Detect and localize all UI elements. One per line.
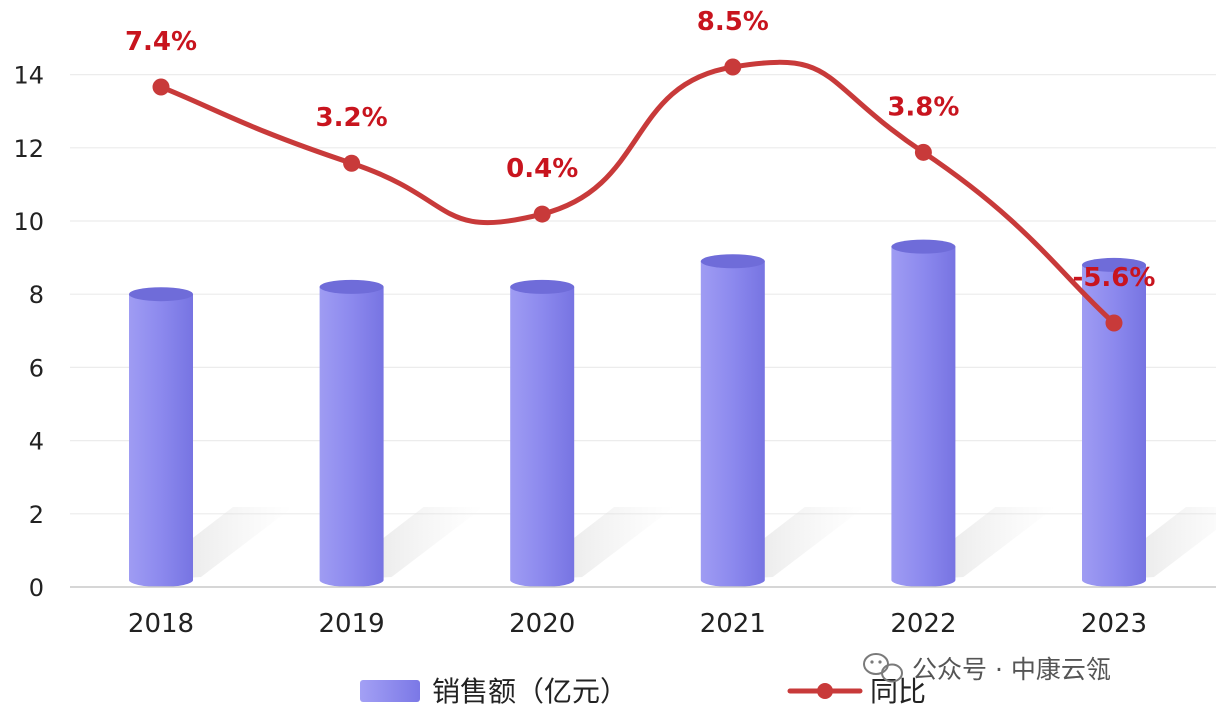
bar-cap <box>700 254 765 269</box>
y-tick-label: 10 <box>13 208 44 236</box>
y-tick-label: 14 <box>13 62 44 90</box>
legend-item-yoy: 同比 <box>787 675 926 708</box>
yoy-point <box>343 154 361 172</box>
yoy-point <box>1105 314 1123 332</box>
data-labels: 7.4% 3.2% 0.4% 8.5% 3.8% -5.6% <box>125 7 1156 293</box>
bar <box>319 286 384 587</box>
y-tick-label: 0 <box>29 574 44 602</box>
bar-cap <box>319 279 384 294</box>
bar <box>700 261 765 587</box>
legend-bar-swatch <box>360 680 420 702</box>
yoy-data-label: 8.5% <box>697 7 769 37</box>
watermark-text: 公众号 · 中康云瓴 <box>912 655 1111 684</box>
yoy-point <box>533 205 551 223</box>
watermark: 公众号 · 中康云瓴 <box>863 653 1111 684</box>
x-tick-label: 2023 <box>1081 609 1147 639</box>
bar-cap <box>1082 257 1146 272</box>
legend: 销售额（亿元） 同比 <box>360 675 926 708</box>
x-tick-label: 2022 <box>890 609 956 639</box>
y-axis-ticks: 0 2 4 6 8 10 12 14 <box>13 62 44 602</box>
yoy-data-label: 0.4% <box>506 154 578 184</box>
yoy-point <box>724 58 742 76</box>
bar-shadows <box>137 507 1216 581</box>
bar <box>891 246 956 587</box>
yoy-point <box>914 143 932 161</box>
yoy-line <box>152 58 1123 332</box>
yoy-data-label: 3.8% <box>887 92 959 122</box>
x-axis-ticks: 2018 2019 2020 2021 2022 2023 <box>128 609 1147 639</box>
x-tick-label: 2019 <box>319 609 385 639</box>
y-tick-label: 12 <box>13 135 44 163</box>
yoy-line-path <box>158 59 1117 326</box>
y-tick-label: 4 <box>29 428 44 456</box>
bar <box>129 294 193 587</box>
bar <box>1082 264 1146 587</box>
legend-label-sales: 销售额（亿元） <box>432 675 628 708</box>
y-tick-label: 2 <box>29 501 44 529</box>
x-tick-label: 2018 <box>128 609 194 639</box>
y-tick-label: 6 <box>29 354 44 382</box>
gridlines <box>70 73 1216 515</box>
bars <box>129 239 1146 587</box>
bar-cap <box>510 279 575 294</box>
x-tick-label: 2020 <box>509 609 575 639</box>
yoy-data-label: 7.4% <box>125 27 197 57</box>
legend-line-marker <box>817 683 833 699</box>
bar-cap <box>891 239 956 254</box>
wechat-icon <box>863 653 903 683</box>
yoy-data-label: -5.6% <box>1073 263 1156 293</box>
x-tick-label: 2021 <box>700 609 766 639</box>
yoy-point <box>152 78 170 96</box>
bar-cap <box>129 287 193 302</box>
legend-item-sales: 销售额（亿元） <box>360 675 628 708</box>
y-tick-label: 8 <box>29 281 44 309</box>
bar <box>510 286 575 587</box>
yoy-data-label: 3.2% <box>316 103 388 133</box>
